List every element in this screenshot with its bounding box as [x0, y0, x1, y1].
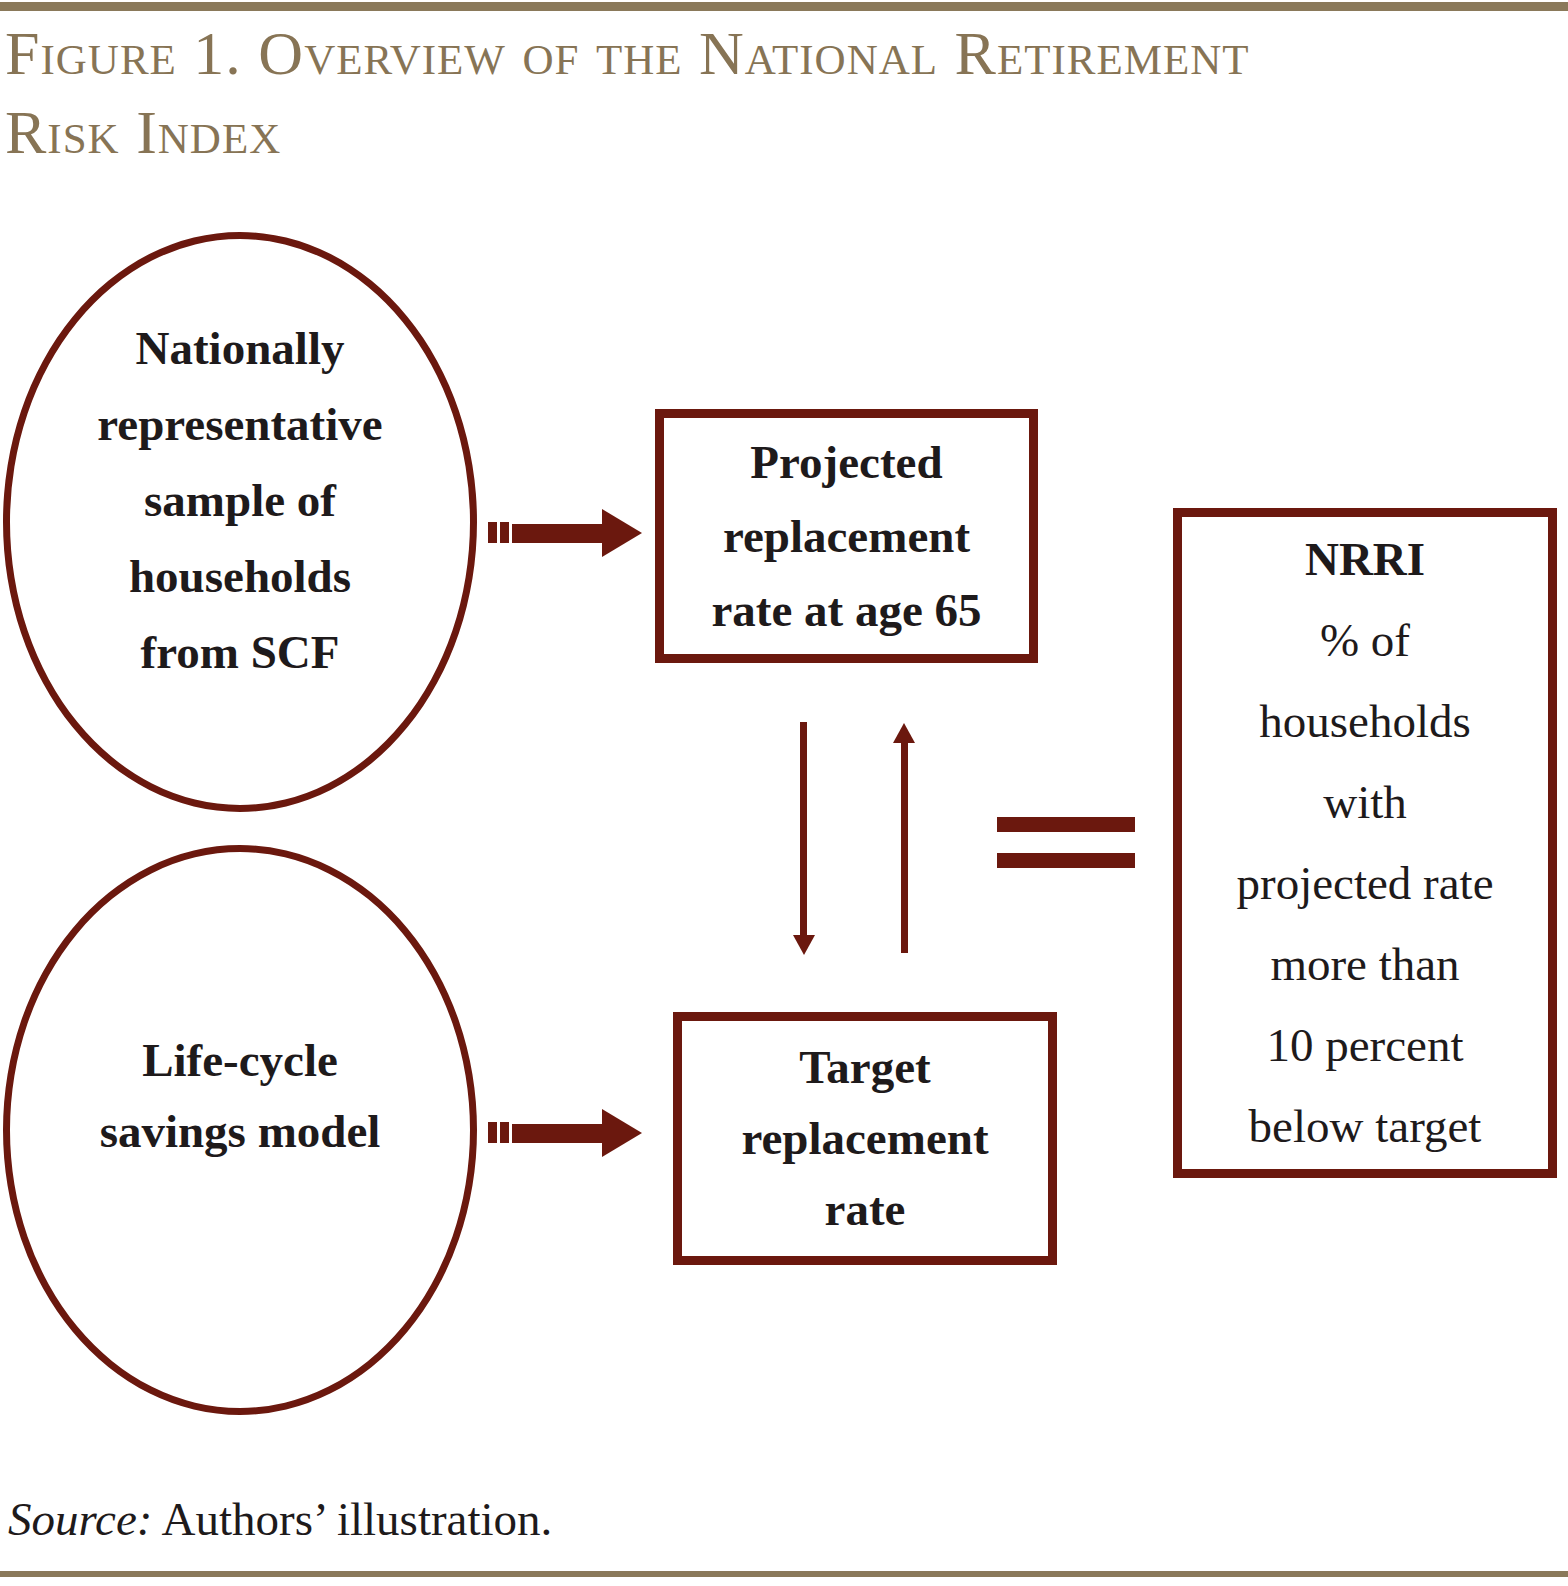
- top-rule: [0, 2, 1568, 11]
- arrow-down-icon: [800, 722, 807, 938]
- arrow-dash: [500, 1122, 509, 1143]
- arrow-up-head: [893, 723, 915, 743]
- figure-title: Figure 1. Overview of the National Retir…: [5, 14, 1545, 172]
- equals-icon: [997, 817, 1135, 832]
- arrow-dash: [488, 1122, 497, 1143]
- equals-icon: [997, 853, 1135, 868]
- node-target-replacement-rate: Target replacement rate: [673, 1012, 1057, 1265]
- arrow-shaft: [512, 1124, 602, 1143]
- arrow-up-icon: [901, 741, 908, 953]
- node-lifecycle-model: Life-cycle savings model: [3, 845, 477, 1415]
- node-target-replacement-rate-label: Target replacement rate: [741, 1032, 988, 1245]
- arrow-shaft: [512, 524, 602, 543]
- node-nrri: NRRI % of households with projected rate…: [1173, 508, 1557, 1178]
- nrri-body: % of households with projected rate more…: [1236, 600, 1493, 1167]
- source-note: Source: Authors’ illustration.: [8, 1490, 552, 1548]
- arrow-right-icon: [488, 509, 642, 557]
- arrow-head: [602, 509, 642, 557]
- nrri-heading: NRRI: [1305, 519, 1425, 600]
- node-scf-sample: Nationally representative sample of hous…: [3, 232, 477, 812]
- arrow-right-icon: [488, 1109, 642, 1157]
- arrow-head: [602, 1109, 642, 1157]
- node-projected-replacement-rate-label: Projected replacement rate at age 65: [711, 425, 981, 647]
- arrow-dash: [488, 522, 497, 543]
- bottom-rule: [0, 1571, 1568, 1577]
- source-label: Source:: [8, 1493, 152, 1545]
- node-projected-replacement-rate: Projected replacement rate at age 65: [655, 409, 1038, 663]
- arrow-dash: [500, 522, 509, 543]
- node-lifecycle-model-label: Life-cycle savings model: [100, 1025, 381, 1167]
- node-scf-sample-label: Nationally representative sample of hous…: [97, 310, 382, 690]
- figure-1-nrri-overview: Figure 1. Overview of the National Retir…: [0, 0, 1568, 1586]
- arrow-down-head: [793, 935, 815, 955]
- source-text: Authors’ illustration.: [152, 1493, 552, 1545]
